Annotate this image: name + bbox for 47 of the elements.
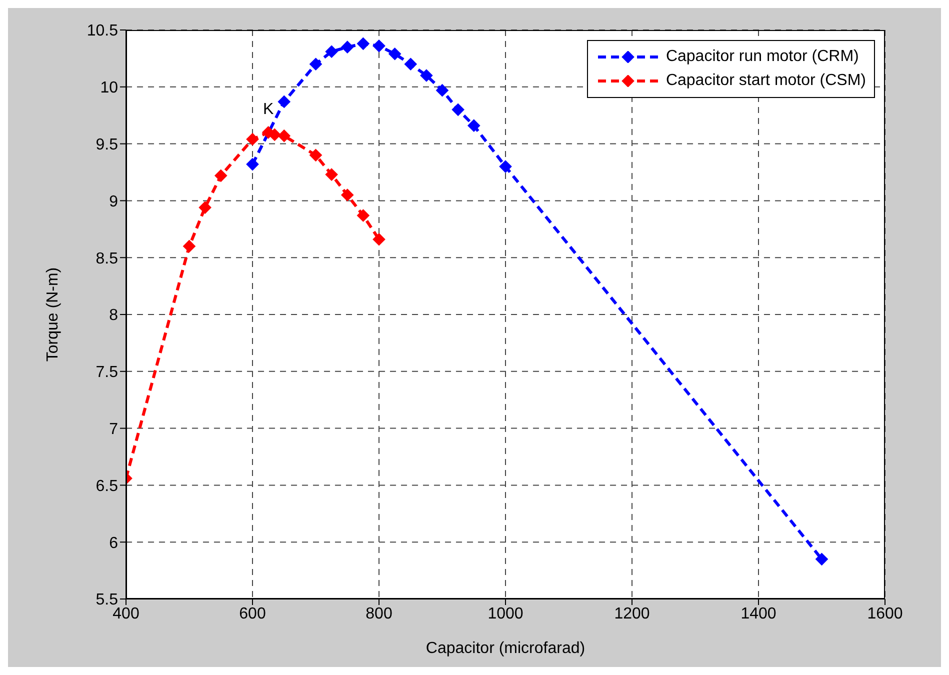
x-tick-label: 1400 <box>740 605 776 622</box>
x-tick-label: 800 <box>366 605 392 622</box>
point <box>278 130 290 142</box>
y-tick-label: 10 <box>100 80 118 97</box>
y-tick-label: 8 <box>109 307 118 324</box>
annotation: K <box>262 100 274 118</box>
point <box>373 233 385 246</box>
legend-label: Capacitor run motor (CRM) <box>666 48 859 66</box>
point <box>357 209 370 222</box>
y-tick-label: 8.5 <box>96 250 118 268</box>
point <box>183 240 196 252</box>
y-tick-label: 7.5 <box>96 364 118 382</box>
legend-label: Capacitor start motor (CSM) <box>666 72 866 90</box>
y-tick-label: 7 <box>109 420 118 438</box>
point <box>341 189 354 202</box>
point <box>452 104 464 116</box>
point <box>500 160 512 173</box>
point <box>199 202 212 214</box>
point <box>388 48 401 60</box>
point <box>468 120 480 132</box>
point <box>373 40 385 52</box>
point <box>326 46 338 58</box>
point <box>214 170 227 182</box>
point <box>341 41 354 54</box>
y-tick-label: 9.5 <box>96 136 118 154</box>
point <box>420 70 432 82</box>
point <box>278 96 290 108</box>
point <box>326 168 338 181</box>
point <box>268 128 281 141</box>
point <box>310 149 322 162</box>
point <box>436 84 448 96</box>
x-tick-label: 1600 <box>867 605 903 622</box>
point <box>246 158 258 170</box>
point <box>357 38 370 50</box>
y-tick-label: 9 <box>109 193 118 210</box>
point <box>246 133 258 146</box>
point <box>404 58 417 70</box>
x-tick-label: 1200 <box>614 605 650 622</box>
x-tick-label: 600 <box>239 605 266 622</box>
x-axis-title: Capacitor (microfarad) <box>426 640 586 657</box>
y-axis-title: Torque (N-m) <box>44 267 62 362</box>
y-tick-label: 6 <box>109 534 118 552</box>
x-tick-label: 1000 <box>488 605 524 622</box>
point <box>816 553 828 566</box>
y-tick-label: 6.5 <box>96 478 118 495</box>
point <box>310 58 322 70</box>
y-tick-label: 10.5 <box>86 22 118 40</box>
